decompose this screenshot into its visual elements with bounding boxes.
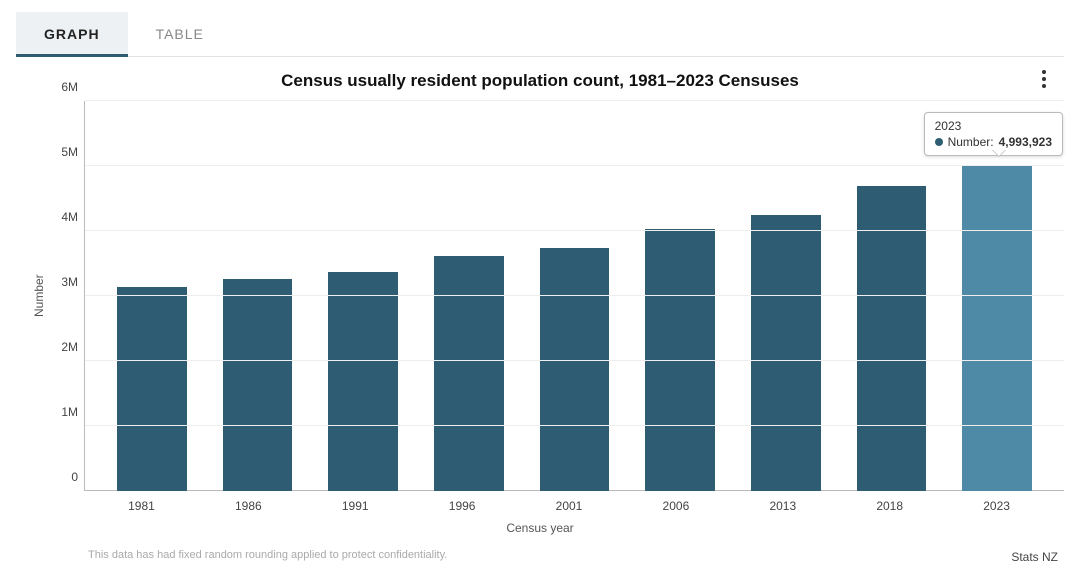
bars-group	[85, 101, 1064, 491]
x-axis: 198119861991199620012006201320182023	[74, 491, 1064, 513]
bar[interactable]	[117, 287, 187, 491]
tooltip-value-line: Number: 4,993,923	[935, 135, 1052, 149]
bar-slot	[627, 101, 733, 491]
gridline	[85, 295, 1064, 296]
x-axis-label: Census year	[16, 521, 1064, 535]
plot-area: 2023 Number: 4,993,923	[84, 101, 1064, 491]
bar[interactable]	[751, 215, 821, 491]
x-tick-label: 2006	[622, 491, 729, 513]
tooltip-value: 4,993,923	[999, 135, 1052, 149]
kebab-dot-icon	[1042, 84, 1046, 88]
bar-slot	[733, 101, 839, 491]
y-tick-label: 1M	[61, 405, 78, 419]
x-tick-label: 2001	[516, 491, 623, 513]
tab-table[interactable]: TABLE	[128, 12, 232, 56]
chart-menu-button[interactable]	[1032, 67, 1056, 91]
chart-title: Census usually resident population count…	[281, 71, 799, 91]
tab-graph[interactable]: GRAPH	[16, 12, 128, 57]
bar[interactable]	[540, 248, 610, 491]
gridline	[85, 230, 1064, 231]
y-tick-label: 4M	[61, 210, 78, 224]
x-tick-label: 1981	[88, 491, 195, 513]
bar[interactable]	[328, 272, 398, 491]
y-axis: 01M2M3M4M5M6M	[50, 101, 84, 491]
x-tick-label: 2023	[943, 491, 1050, 513]
tooltip-series-label: Number:	[948, 135, 994, 149]
x-tick-label: 1991	[302, 491, 409, 513]
bar[interactable]	[857, 186, 927, 492]
bar-slot	[205, 101, 311, 491]
x-tick-label: 2018	[836, 491, 943, 513]
gridline	[85, 425, 1064, 426]
chart-area: Number 01M2M3M4M5M6M 2023Number: 4,993,9…	[16, 101, 1064, 491]
y-tick-label: 5M	[61, 145, 78, 159]
y-tick-label: 3M	[61, 275, 78, 289]
bar-slot	[522, 101, 628, 491]
title-row: Census usually resident population count…	[16, 65, 1064, 95]
x-tick-label: 1986	[195, 491, 302, 513]
bar[interactable]	[962, 166, 1032, 491]
x-tick-label: 1996	[409, 491, 516, 513]
gridline	[85, 165, 1064, 166]
tab-bar: GRAPH TABLE	[16, 12, 1064, 57]
kebab-dot-icon	[1042, 77, 1046, 81]
y-axis-label: Number	[28, 101, 50, 491]
y-tick-label: 0	[71, 470, 78, 484]
bar[interactable]	[223, 279, 293, 491]
bar-slot	[839, 101, 945, 491]
y-tick-label: 6M	[61, 80, 78, 94]
x-tick-label: 2013	[729, 491, 836, 513]
tooltip-series-dot-icon	[935, 138, 943, 146]
tooltip: 2023 Number: 4,993,923	[924, 112, 1063, 156]
bar-slot	[310, 101, 416, 491]
gridline	[85, 100, 1064, 101]
footnote-text: This data has had fixed random rounding …	[88, 549, 1064, 561]
bar-slot	[99, 101, 205, 491]
y-tick-label: 2M	[61, 340, 78, 354]
attribution-text: Stats NZ	[1011, 550, 1058, 564]
kebab-dot-icon	[1042, 70, 1046, 74]
gridline	[85, 360, 1064, 361]
tooltip-year: 2023	[935, 119, 1052, 133]
bar[interactable]	[434, 256, 504, 491]
bar-slot	[416, 101, 522, 491]
chart-container: GRAPH TABLE Census usually resident popu…	[0, 0, 1080, 572]
